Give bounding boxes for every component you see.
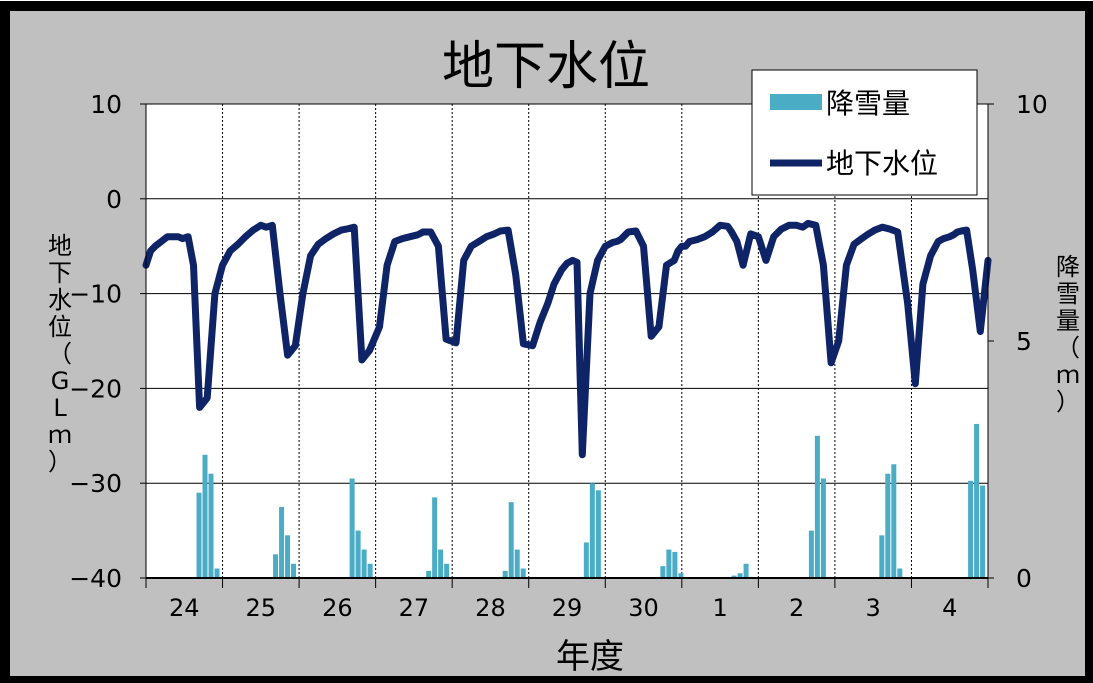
- y-left-title-char: ｍ: [48, 421, 72, 449]
- y-left-tick-label: −40: [69, 564, 122, 593]
- snowfall-bar: [520, 568, 526, 578]
- snowfall-bar: [897, 568, 903, 578]
- x-axis-title: 年度: [556, 637, 624, 677]
- legend-bar-swatch: [770, 94, 822, 110]
- chart-title: 地下水位: [442, 37, 650, 97]
- snowfall-bar: [355, 530, 361, 578]
- snowfall-bar: [502, 570, 508, 578]
- x-tick-label: 27: [399, 594, 430, 622]
- snowfall-bar: [891, 464, 897, 578]
- y-axis-title-right: 降雪量（ｍ）: [1056, 253, 1080, 416]
- y-left-tick-label: −30: [69, 469, 122, 498]
- legend-label-snowfall: 降雪量: [826, 87, 910, 120]
- y-axis-title-left: 地下水位（GLｍ）: [48, 232, 72, 476]
- y-right-tick-label: 10: [1016, 90, 1048, 119]
- y-right-title-char: 降: [1056, 253, 1080, 281]
- snowfall-bar: [660, 566, 666, 578]
- x-tick-label: 30: [628, 594, 659, 622]
- snowfall-bar: [974, 423, 980, 578]
- snowfall-bar: [879, 535, 885, 578]
- snowfall-bar: [672, 551, 678, 578]
- legend-label-groundwater: 地下水位: [826, 147, 938, 180]
- x-tick-label: 3: [866, 594, 881, 622]
- y-left-tick-label: −20: [69, 374, 122, 403]
- snowfall-bar: [432, 497, 438, 578]
- snowfall-bar: [426, 570, 432, 578]
- snowfall-bar: [678, 573, 684, 578]
- y-left-tick-label: 10: [90, 90, 122, 119]
- snowfall-bar: [367, 563, 373, 578]
- snowfall-bar: [285, 535, 291, 578]
- x-tick-label: 28: [475, 594, 506, 622]
- snowfall-bar: [885, 473, 891, 578]
- snowfall-bar: [743, 563, 749, 578]
- snowfall-bar: [438, 549, 444, 578]
- y-right-title-char: （: [1056, 334, 1080, 362]
- snowfall-bar: [273, 554, 279, 578]
- y-right-title-char: 雪: [1056, 280, 1080, 308]
- snowfall-bar: [820, 478, 826, 578]
- y-left-title-char: ）: [48, 448, 72, 476]
- snowfall-bar: [731, 575, 737, 578]
- snowfall-bar: [666, 549, 672, 578]
- snowfall-bar: [208, 473, 214, 578]
- y-left-title-char: （: [48, 340, 72, 368]
- y-right-title-char: 量: [1056, 307, 1080, 335]
- y-left-title-char: 下: [48, 259, 72, 287]
- x-tick-label: 1: [712, 594, 727, 622]
- x-tick-label: 24: [169, 594, 200, 622]
- snowfall-bar: [814, 435, 820, 578]
- legend: 降雪量 地下水位: [751, 69, 978, 196]
- snowfall-bar: [808, 530, 814, 578]
- x-tick-label: 29: [552, 594, 583, 622]
- y-left-title-char: 水: [48, 286, 72, 314]
- y-left-tick-label: −10: [69, 280, 122, 309]
- y-left-tick-label: 0: [106, 185, 122, 214]
- axes: 24 25 26 27 28 29 30 1 2 3 4 10 0 −10 −20 −30 −40 10 5 0: [69, 90, 1048, 622]
- snowfall-bar: [291, 563, 297, 578]
- snowfall-bars: [196, 423, 986, 578]
- snowfall-bar: [196, 492, 202, 578]
- groundwater-line: [142, 219, 992, 459]
- snowfall-bar: [514, 549, 520, 578]
- y-right-title-char: ）: [1056, 388, 1080, 416]
- x-tick-label: 2: [789, 594, 804, 622]
- snowfall-bar: [980, 485, 986, 578]
- snowfall-bar: [349, 478, 355, 578]
- x-tick-label: 25: [246, 594, 277, 622]
- snowfall-bar: [202, 454, 208, 578]
- snowfall-bar: [968, 480, 974, 578]
- snowfall-bar: [583, 542, 589, 578]
- snowfall-bar: [279, 506, 285, 578]
- y-left-title-char: L: [53, 394, 67, 422]
- y-right-tick-label: 5: [1016, 327, 1032, 356]
- x-tick-label: 26: [322, 594, 353, 622]
- y-right-title-char: ｍ: [1056, 361, 1080, 389]
- y-left-title-char: G: [51, 367, 70, 395]
- y-left-title-char: 地: [48, 232, 72, 260]
- snowfall-bar: [737, 573, 743, 578]
- snowfall-bar: [508, 502, 514, 578]
- y-right-tick-label: 0: [1016, 564, 1032, 593]
- snowfall-bar: [444, 563, 450, 578]
- snowfall-bar: [595, 490, 601, 578]
- snowfall-bar: [589, 483, 595, 578]
- snowfall-bar: [214, 568, 220, 578]
- snowfall-bar: [361, 549, 367, 578]
- x-tick-label: 4: [942, 594, 957, 622]
- y-left-title-char: 位: [48, 313, 72, 341]
- legend-box: [751, 69, 978, 196]
